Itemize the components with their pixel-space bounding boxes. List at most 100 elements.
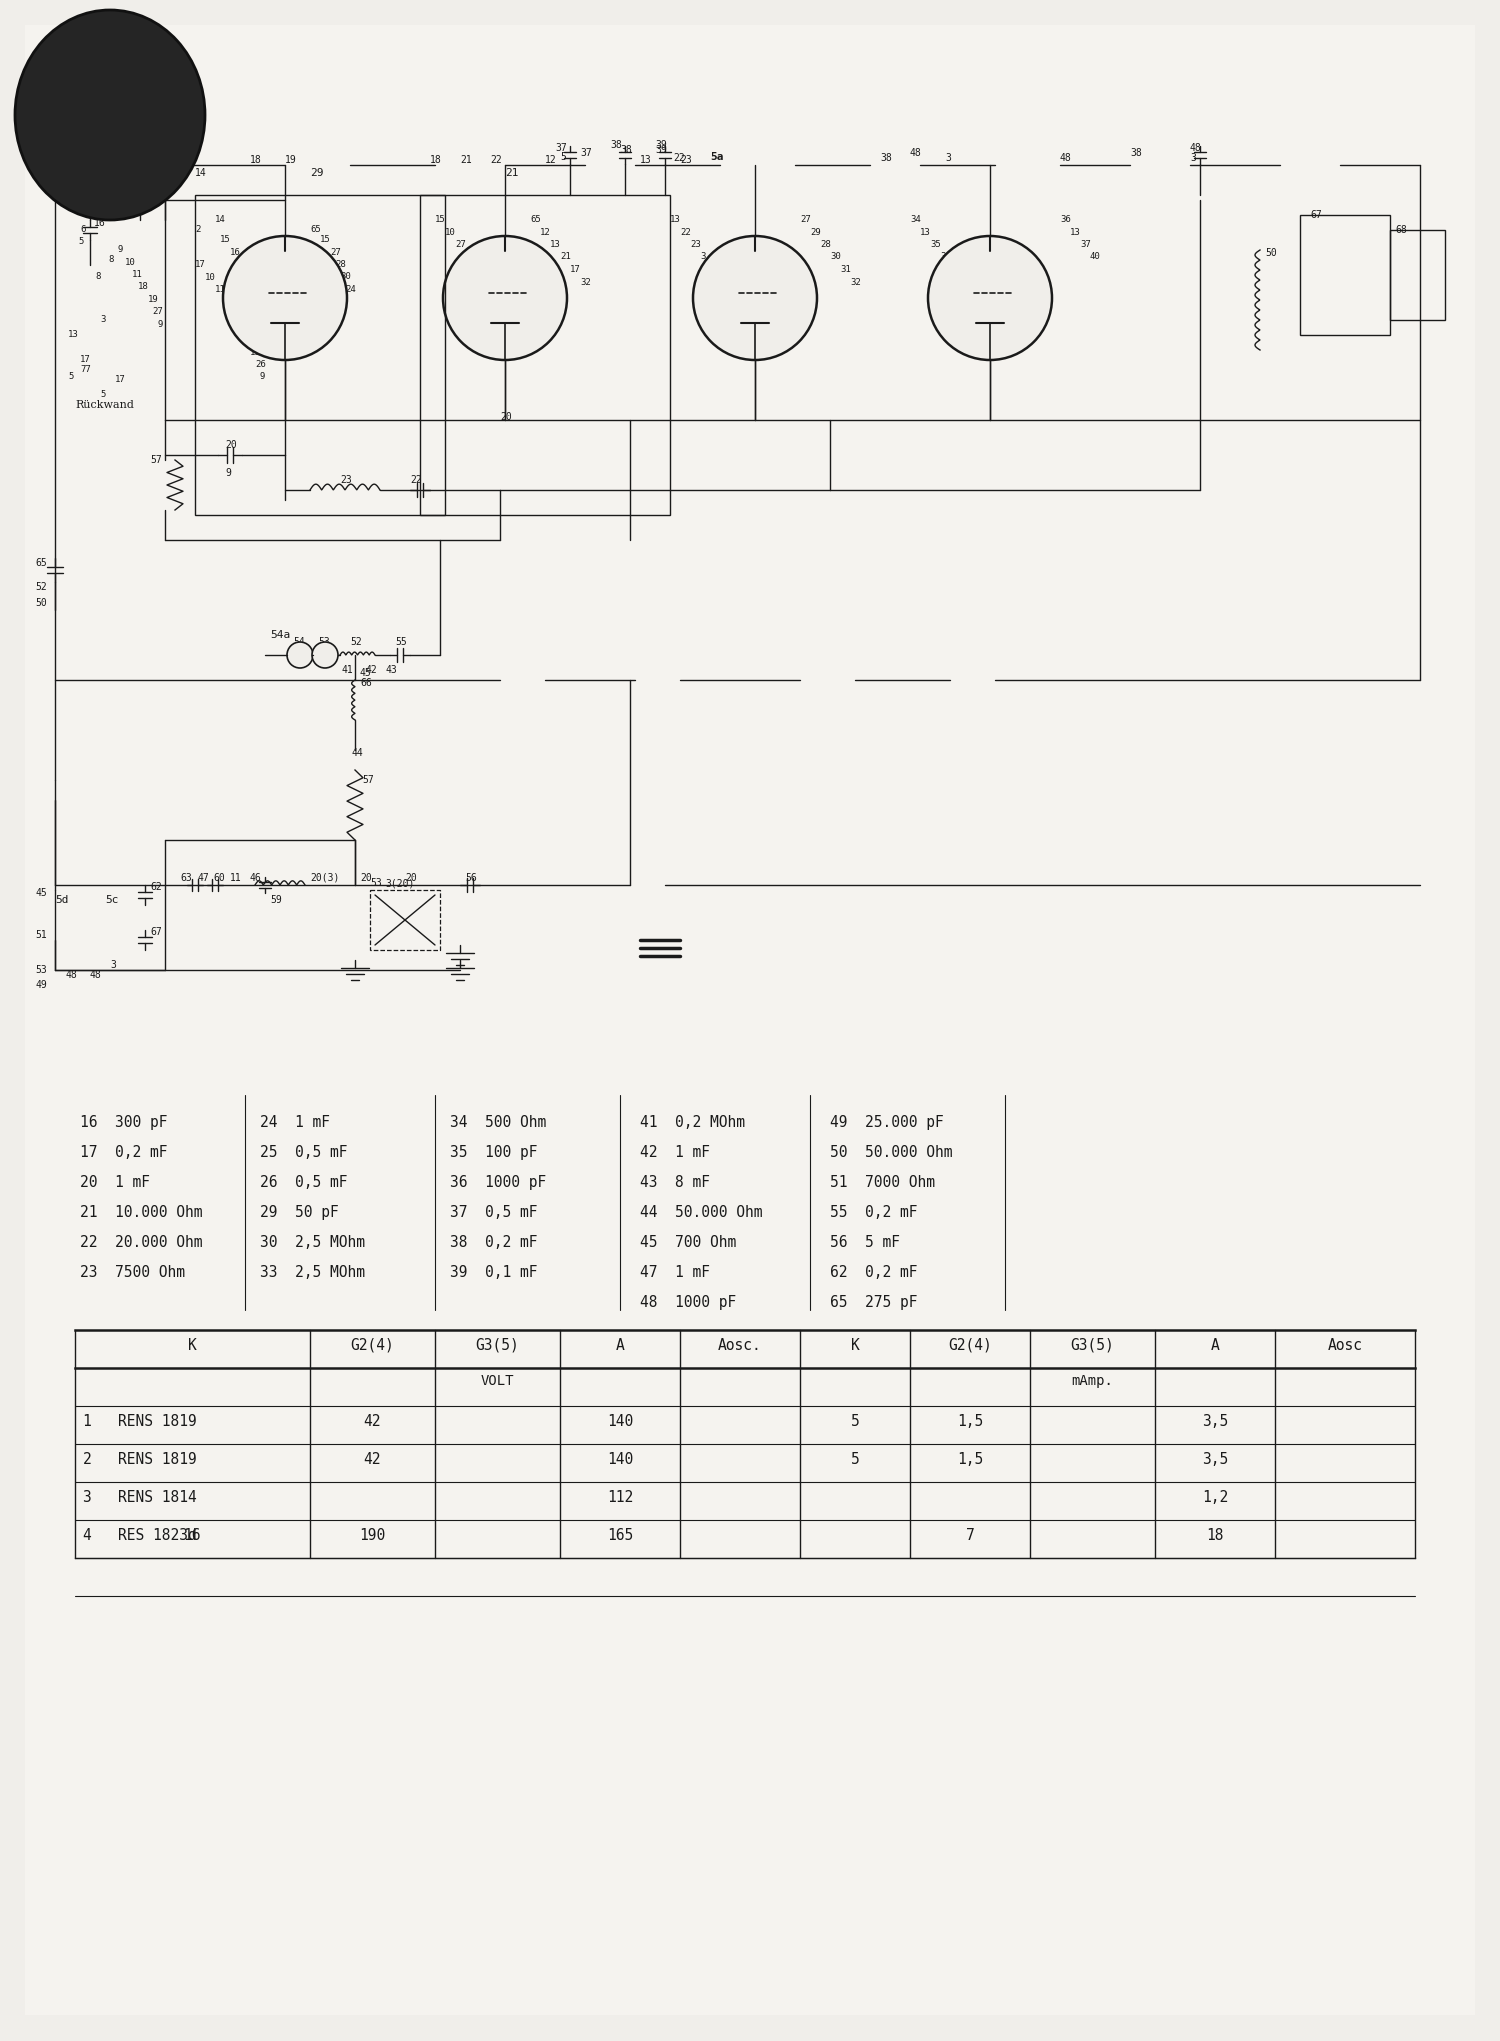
Text: 3: 3	[748, 286, 760, 302]
Text: 6: 6	[80, 225, 86, 235]
Bar	[1390, 231, 1444, 320]
Text: 40: 40	[1090, 251, 1101, 261]
Text: 30: 30	[340, 271, 351, 282]
Text: 65: 65	[530, 214, 540, 225]
Text: 55: 55	[394, 637, 406, 647]
Text: 165: 165	[608, 1529, 633, 1543]
Text: 54a: 54a	[270, 631, 291, 641]
Text: 17  0,2 mF: 17 0,2 mF	[80, 1145, 168, 1159]
Text: 7: 7	[966, 1529, 975, 1543]
Text: 39: 39	[656, 145, 666, 155]
Text: 59: 59	[270, 896, 282, 904]
Text: 3: 3	[57, 153, 63, 163]
Text: 17: 17	[240, 322, 250, 331]
Text: 62: 62	[150, 882, 162, 892]
Text: A: A	[1210, 1339, 1219, 1353]
Text: 13: 13	[1070, 229, 1080, 237]
Text: 2: 2	[498, 286, 512, 302]
Text: 46: 46	[251, 874, 261, 884]
Text: 49: 49	[34, 980, 46, 990]
Bar	[370, 890, 440, 949]
Text: 37: 37	[555, 143, 567, 153]
Text: 26  0,5 mF: 26 0,5 mF	[260, 1176, 348, 1190]
Text: 20: 20	[500, 412, 512, 422]
Text: 9: 9	[118, 245, 123, 253]
Text: 12: 12	[544, 155, 556, 165]
Text: GL · 220V: GL · 220V	[68, 133, 152, 149]
Text: 5: 5	[100, 390, 105, 398]
Text: 12: 12	[540, 229, 550, 237]
Text: 18: 18	[138, 282, 148, 292]
Text: 13: 13	[68, 331, 78, 339]
Text: Aosc: Aosc	[1328, 1339, 1362, 1353]
Text: 9: 9	[260, 371, 266, 382]
Text: 11: 11	[214, 286, 225, 294]
Text: 3,5: 3,5	[1202, 1451, 1228, 1467]
Text: 140: 140	[608, 1451, 633, 1467]
Text: 24  1 mF: 24 1 mF	[260, 1114, 330, 1131]
Text: 38: 38	[880, 153, 891, 163]
Text: 36  1000 pF: 36 1000 pF	[450, 1176, 546, 1190]
Text: 28: 28	[334, 259, 345, 269]
Text: 2: 2	[498, 282, 512, 298]
Text: 3: 3	[700, 251, 705, 261]
Text: 346/348: 346/348	[57, 88, 164, 110]
Text: 53: 53	[370, 878, 381, 888]
Text: 10: 10	[124, 257, 135, 267]
Text: 3: 3	[465, 251, 471, 261]
Text: 1: 1	[279, 282, 291, 298]
Text: 27: 27	[330, 249, 340, 257]
Text: 10: 10	[446, 229, 456, 237]
Text: 42: 42	[364, 665, 376, 676]
Text: 37: 37	[580, 149, 591, 157]
Text: 14: 14	[214, 214, 225, 225]
Text: 55  0,2 mF: 55 0,2 mF	[830, 1204, 918, 1221]
Text: VOLT: VOLT	[480, 1374, 513, 1388]
Text: 44  50.000 Ohm: 44 50.000 Ohm	[640, 1204, 762, 1221]
Text: 1,2: 1,2	[1202, 1490, 1228, 1504]
Text: 18: 18	[1206, 1529, 1224, 1543]
Text: 16: 16	[183, 1529, 201, 1543]
Text: 22: 22	[490, 155, 501, 165]
Text: 21: 21	[244, 335, 255, 345]
Text: 30: 30	[830, 251, 840, 261]
Text: 67: 67	[1310, 210, 1322, 220]
Text: 22: 22	[410, 476, 422, 486]
Text: 35  100 pF: 35 100 pF	[450, 1145, 537, 1159]
Circle shape	[693, 237, 818, 359]
Text: 51: 51	[34, 931, 46, 941]
Text: 13: 13	[550, 241, 561, 249]
Text: 38: 38	[620, 145, 632, 155]
Text: 63: 63	[180, 874, 192, 884]
Text: 22: 22	[680, 229, 690, 237]
Circle shape	[442, 237, 567, 359]
Text: 17: 17	[570, 265, 580, 273]
Text: 33  2,5 MOhm: 33 2,5 MOhm	[260, 1265, 364, 1280]
Text: 16: 16	[94, 218, 105, 229]
Text: 16: 16	[230, 249, 240, 257]
Text: 44: 44	[352, 747, 363, 757]
Text: 3(20): 3(20)	[386, 878, 414, 888]
Text: 24: 24	[225, 298, 236, 306]
Text: 4: 4	[484, 278, 490, 288]
Text: 35: 35	[930, 241, 940, 249]
Text: 1,5: 1,5	[957, 1451, 982, 1467]
Text: 36: 36	[1060, 214, 1071, 225]
Text: 3,5: 3,5	[1202, 1414, 1228, 1429]
Bar	[1300, 214, 1390, 335]
Text: 3: 3	[748, 282, 760, 298]
Text: 20: 20	[225, 441, 237, 449]
Text: 20  1 mF: 20 1 mF	[80, 1176, 150, 1190]
Text: 19: 19	[148, 296, 159, 304]
Text: 21: 21	[560, 251, 570, 261]
Text: 31: 31	[840, 265, 850, 273]
Text: 4   RES 1823d: 4 RES 1823d	[82, 1529, 196, 1543]
Text: 34: 34	[910, 214, 921, 225]
Text: 54: 54	[292, 637, 304, 647]
Text: 14: 14	[195, 167, 207, 178]
Text: 43  8 mF: 43 8 mF	[640, 1176, 710, 1190]
Text: 32: 32	[580, 278, 591, 288]
Text: 68: 68	[1395, 225, 1407, 235]
Text: 42  1 mF: 42 1 mF	[640, 1145, 710, 1159]
Text: 42: 42	[363, 1414, 381, 1429]
